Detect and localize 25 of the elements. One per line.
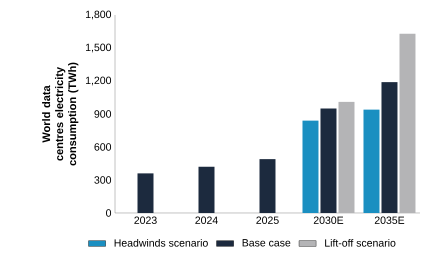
y-tick-label: 1,500 (86, 44, 112, 52)
y-tick-label: 900 (94, 110, 112, 118)
bar (302, 120, 318, 213)
x-tick-label: 2035E (374, 216, 404, 224)
bar (381, 82, 398, 213)
bar (363, 110, 380, 213)
bar (338, 102, 354, 213)
y-tick-label: 0 (106, 209, 112, 217)
bar (198, 166, 214, 213)
legend-label: Base case (242, 239, 290, 246)
bar (320, 108, 336, 213)
x-tick-label: 2025 (256, 216, 279, 224)
legend-label: Lift-off scenario (325, 238, 396, 247)
x-tick-label: 2023 (134, 216, 157, 224)
y-tick-label: 1,200 (86, 76, 112, 86)
legend-label: Headwinds scenario (114, 238, 208, 247)
bar (259, 159, 276, 213)
y-tick-label: 600 (94, 143, 112, 151)
bar (138, 173, 154, 213)
y-axis-title: World data centres electricity consumption (TWh) (42, 62, 78, 166)
x-tick-label: 2030E (314, 216, 344, 224)
y-tick-label: 300 (94, 176, 112, 184)
y-tick-label: 1,800 (86, 10, 112, 20)
x-tick-label: 2024 (195, 216, 218, 224)
bar (399, 34, 416, 213)
